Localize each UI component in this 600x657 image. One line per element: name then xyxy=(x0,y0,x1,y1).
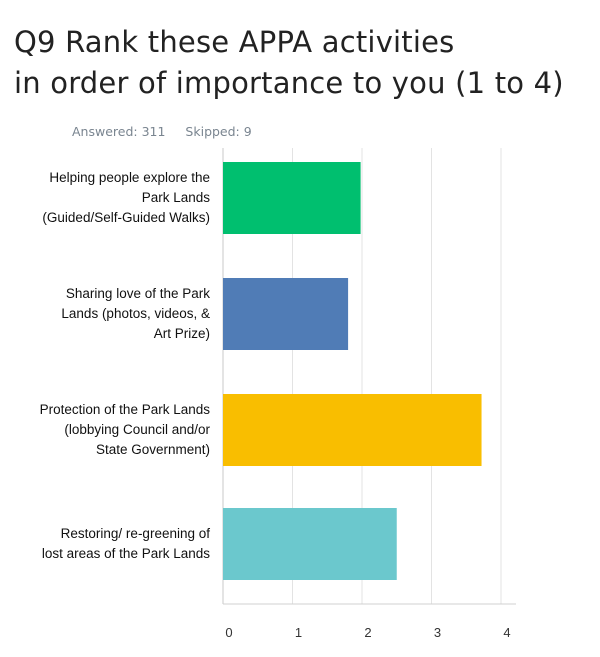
bar xyxy=(223,508,397,580)
category-label-line: Protection of the Park Lands xyxy=(39,402,210,417)
x-tick-label: 1 xyxy=(295,625,302,640)
chart-title: Q9 Rank these APPA activities in order o… xyxy=(14,22,594,104)
x-tick-label: 4 xyxy=(503,625,510,640)
x-tick-label: 0 xyxy=(225,625,232,640)
category-label-line: (lobbying Council and/or xyxy=(64,422,210,437)
category-label: Restoring/ re-greening of lost areas of t… xyxy=(0,524,210,564)
bars xyxy=(223,162,482,580)
bar xyxy=(223,162,361,234)
category-label-line: (Guided/Self-Guided Walks) xyxy=(42,210,210,225)
response-stats: Answered: 311 Skipped: 9 xyxy=(72,124,268,139)
bar xyxy=(223,278,349,350)
x-tick-label: 3 xyxy=(434,625,441,640)
category-label-line: Restoring/ re-greening of xyxy=(60,526,210,541)
category-label-line: lost areas of the Park Lands xyxy=(41,546,210,561)
answered-count: Answered: 311 xyxy=(72,124,166,139)
title-line-2: in order of importance to you (1 to 4) xyxy=(14,66,564,100)
category-label-line: State Government) xyxy=(95,442,210,457)
category-label-line: Sharing love of the Park xyxy=(65,286,210,301)
x-axis-ticks: 0 1 2 3 4 xyxy=(225,625,510,640)
title-line-1: Q9 Rank these APPA activities xyxy=(14,25,455,59)
category-label-line: Helping people explore the xyxy=(49,170,210,185)
bar xyxy=(223,394,482,466)
category-label: Protection of the Park Lands (lobbying Co… xyxy=(0,400,210,460)
category-label-line: Park Lands xyxy=(141,190,210,205)
category-label-line: Lands (photos, videos, & xyxy=(61,306,210,321)
category-label: Sharing love of the Park Lands (photos, v… xyxy=(0,284,210,344)
category-label: Helping people explore the Park Lands (Gui… xyxy=(0,168,210,228)
x-tick-label: 2 xyxy=(364,625,371,640)
category-label-line: Art Prize) xyxy=(153,326,210,341)
skipped-count: Skipped: 9 xyxy=(185,124,252,139)
